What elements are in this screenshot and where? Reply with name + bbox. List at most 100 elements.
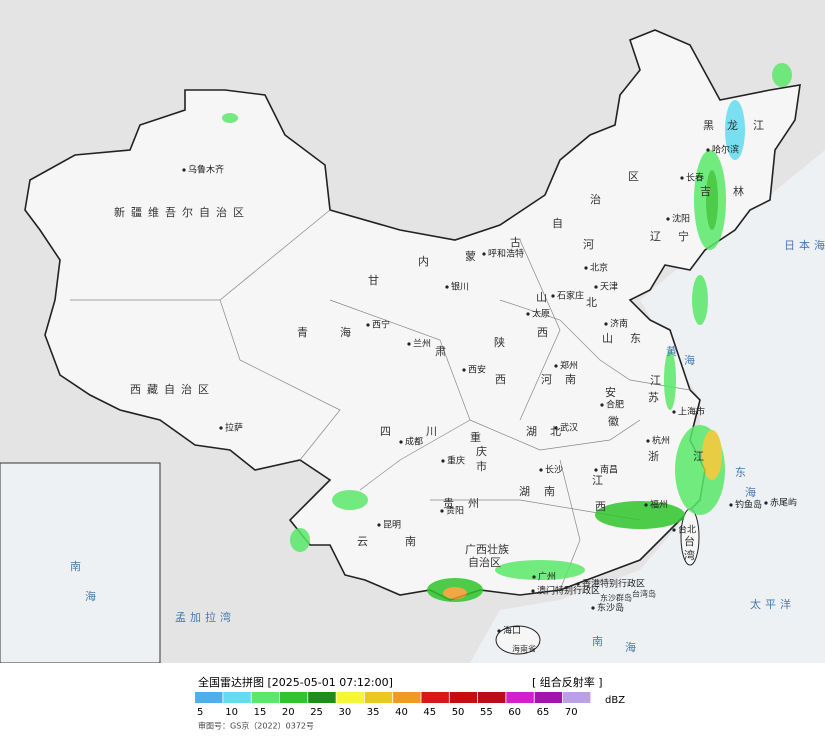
region-label: 湾	[684, 548, 695, 562]
region-label: 台	[684, 534, 695, 548]
region-label: 庆	[476, 444, 487, 458]
city-label: 合肥	[606, 399, 624, 411]
region-label: 黑	[703, 119, 714, 132]
region-label: 古	[510, 236, 521, 249]
city-dot	[532, 575, 536, 579]
city-dot	[706, 148, 710, 152]
region-label: 江	[592, 474, 603, 487]
scale-label: 40	[395, 707, 408, 718]
region-label: 宁	[678, 229, 689, 243]
scale-label: 60	[508, 707, 521, 718]
city-dot	[666, 217, 670, 221]
region-label: 湖	[519, 485, 530, 498]
city-label: 哈尔滨	[712, 144, 739, 156]
region-label: 海南省	[512, 644, 536, 654]
hainan	[495, 625, 541, 655]
region-label: 贵	[443, 497, 454, 510]
color-swatch	[195, 692, 223, 703]
sea-label: 海	[745, 485, 760, 499]
color-swatch	[393, 692, 421, 703]
city-dot	[497, 629, 501, 633]
sea	[470, 150, 825, 663]
color-swatch	[478, 692, 506, 703]
city-dot	[366, 323, 370, 327]
city-dot	[644, 503, 648, 507]
scale-label: 10	[225, 707, 238, 718]
region-label: 四	[380, 425, 391, 438]
scale-label: 70	[565, 707, 578, 718]
city-dot	[531, 589, 535, 593]
city-label: 昆明	[383, 520, 401, 531]
sea-label: 南	[70, 560, 85, 573]
scale-label: 55	[480, 707, 493, 718]
sea-label: 太平洋	[750, 597, 795, 611]
region-label: 川	[426, 425, 437, 438]
scale-label: 5	[197, 707, 203, 718]
scale-label: 25	[310, 707, 323, 718]
city-dot	[594, 285, 598, 289]
city-dot	[672, 410, 676, 414]
city-dot	[462, 368, 466, 372]
region-label: 州	[468, 497, 479, 510]
region-label: 北	[550, 425, 561, 438]
region-label: 山	[602, 332, 613, 345]
scale-label: 15	[254, 707, 267, 718]
city-label: 拉萨	[225, 422, 243, 434]
city-label: 乌鲁木齐	[188, 164, 224, 176]
city-dot	[576, 582, 580, 586]
city-label: 呼和浩特	[488, 248, 524, 260]
sea-label: 海	[684, 353, 699, 367]
city-dot	[219, 426, 223, 430]
region-label: 海	[340, 325, 351, 339]
region-label: 河	[541, 373, 552, 386]
region-label: 青	[297, 326, 308, 339]
region-label: 西	[537, 326, 548, 339]
city-dot	[680, 176, 684, 180]
scale-label: 20	[282, 707, 295, 718]
legend-title: 全国雷达拼图 [2025-05-01 07:12:00]	[198, 675, 393, 689]
city-label: 东沙岛	[597, 602, 624, 614]
region-label: 内	[418, 254, 429, 268]
region-label: 蒙	[465, 250, 476, 263]
legend-product: [ 组合反射率 ]	[532, 675, 603, 689]
region-label: 北	[586, 296, 597, 309]
region-label: 江	[693, 450, 704, 463]
region-label: 河	[583, 238, 594, 251]
region-label: 西	[595, 500, 606, 513]
sea-label: 孟加拉湾	[175, 610, 235, 624]
region-label: 江	[650, 374, 661, 387]
scale-label: 30	[339, 707, 352, 718]
region-label: 自	[552, 217, 563, 230]
city-dot	[482, 252, 486, 256]
region-label: 江	[753, 119, 764, 132]
region-label: 龙	[727, 119, 738, 132]
city-dot	[551, 294, 555, 298]
region-label: 陕	[494, 335, 505, 349]
region-label: 浙	[648, 450, 659, 463]
city-dot	[584, 266, 588, 270]
region-label: 市	[476, 459, 487, 473]
city-label: 沈阳	[672, 213, 690, 225]
region-label: 安	[605, 385, 616, 399]
region-label: 广西壮族	[465, 542, 509, 556]
region-label: 湖	[526, 425, 537, 438]
city-dot	[600, 403, 604, 407]
scale-label: 50	[452, 707, 465, 718]
city-label: 赤尾屿	[770, 498, 797, 509]
city-dot	[440, 509, 444, 513]
city-dot	[554, 364, 558, 368]
color-swatch	[562, 692, 591, 703]
city-label: 西宁	[372, 319, 390, 331]
sea-label: 海	[85, 589, 100, 603]
city-label: 贵阳	[446, 505, 464, 517]
city-label: 长沙	[545, 464, 563, 476]
color-swatch	[421, 692, 449, 703]
city-label: 南昌	[600, 464, 618, 476]
legend-unit: dBZ	[605, 695, 625, 706]
region-label: 东沙群岛	[600, 593, 632, 603]
region-label: 区	[628, 170, 639, 183]
city-label: 太原	[532, 308, 550, 320]
color-swatch	[336, 692, 364, 703]
city-dot	[377, 523, 381, 527]
